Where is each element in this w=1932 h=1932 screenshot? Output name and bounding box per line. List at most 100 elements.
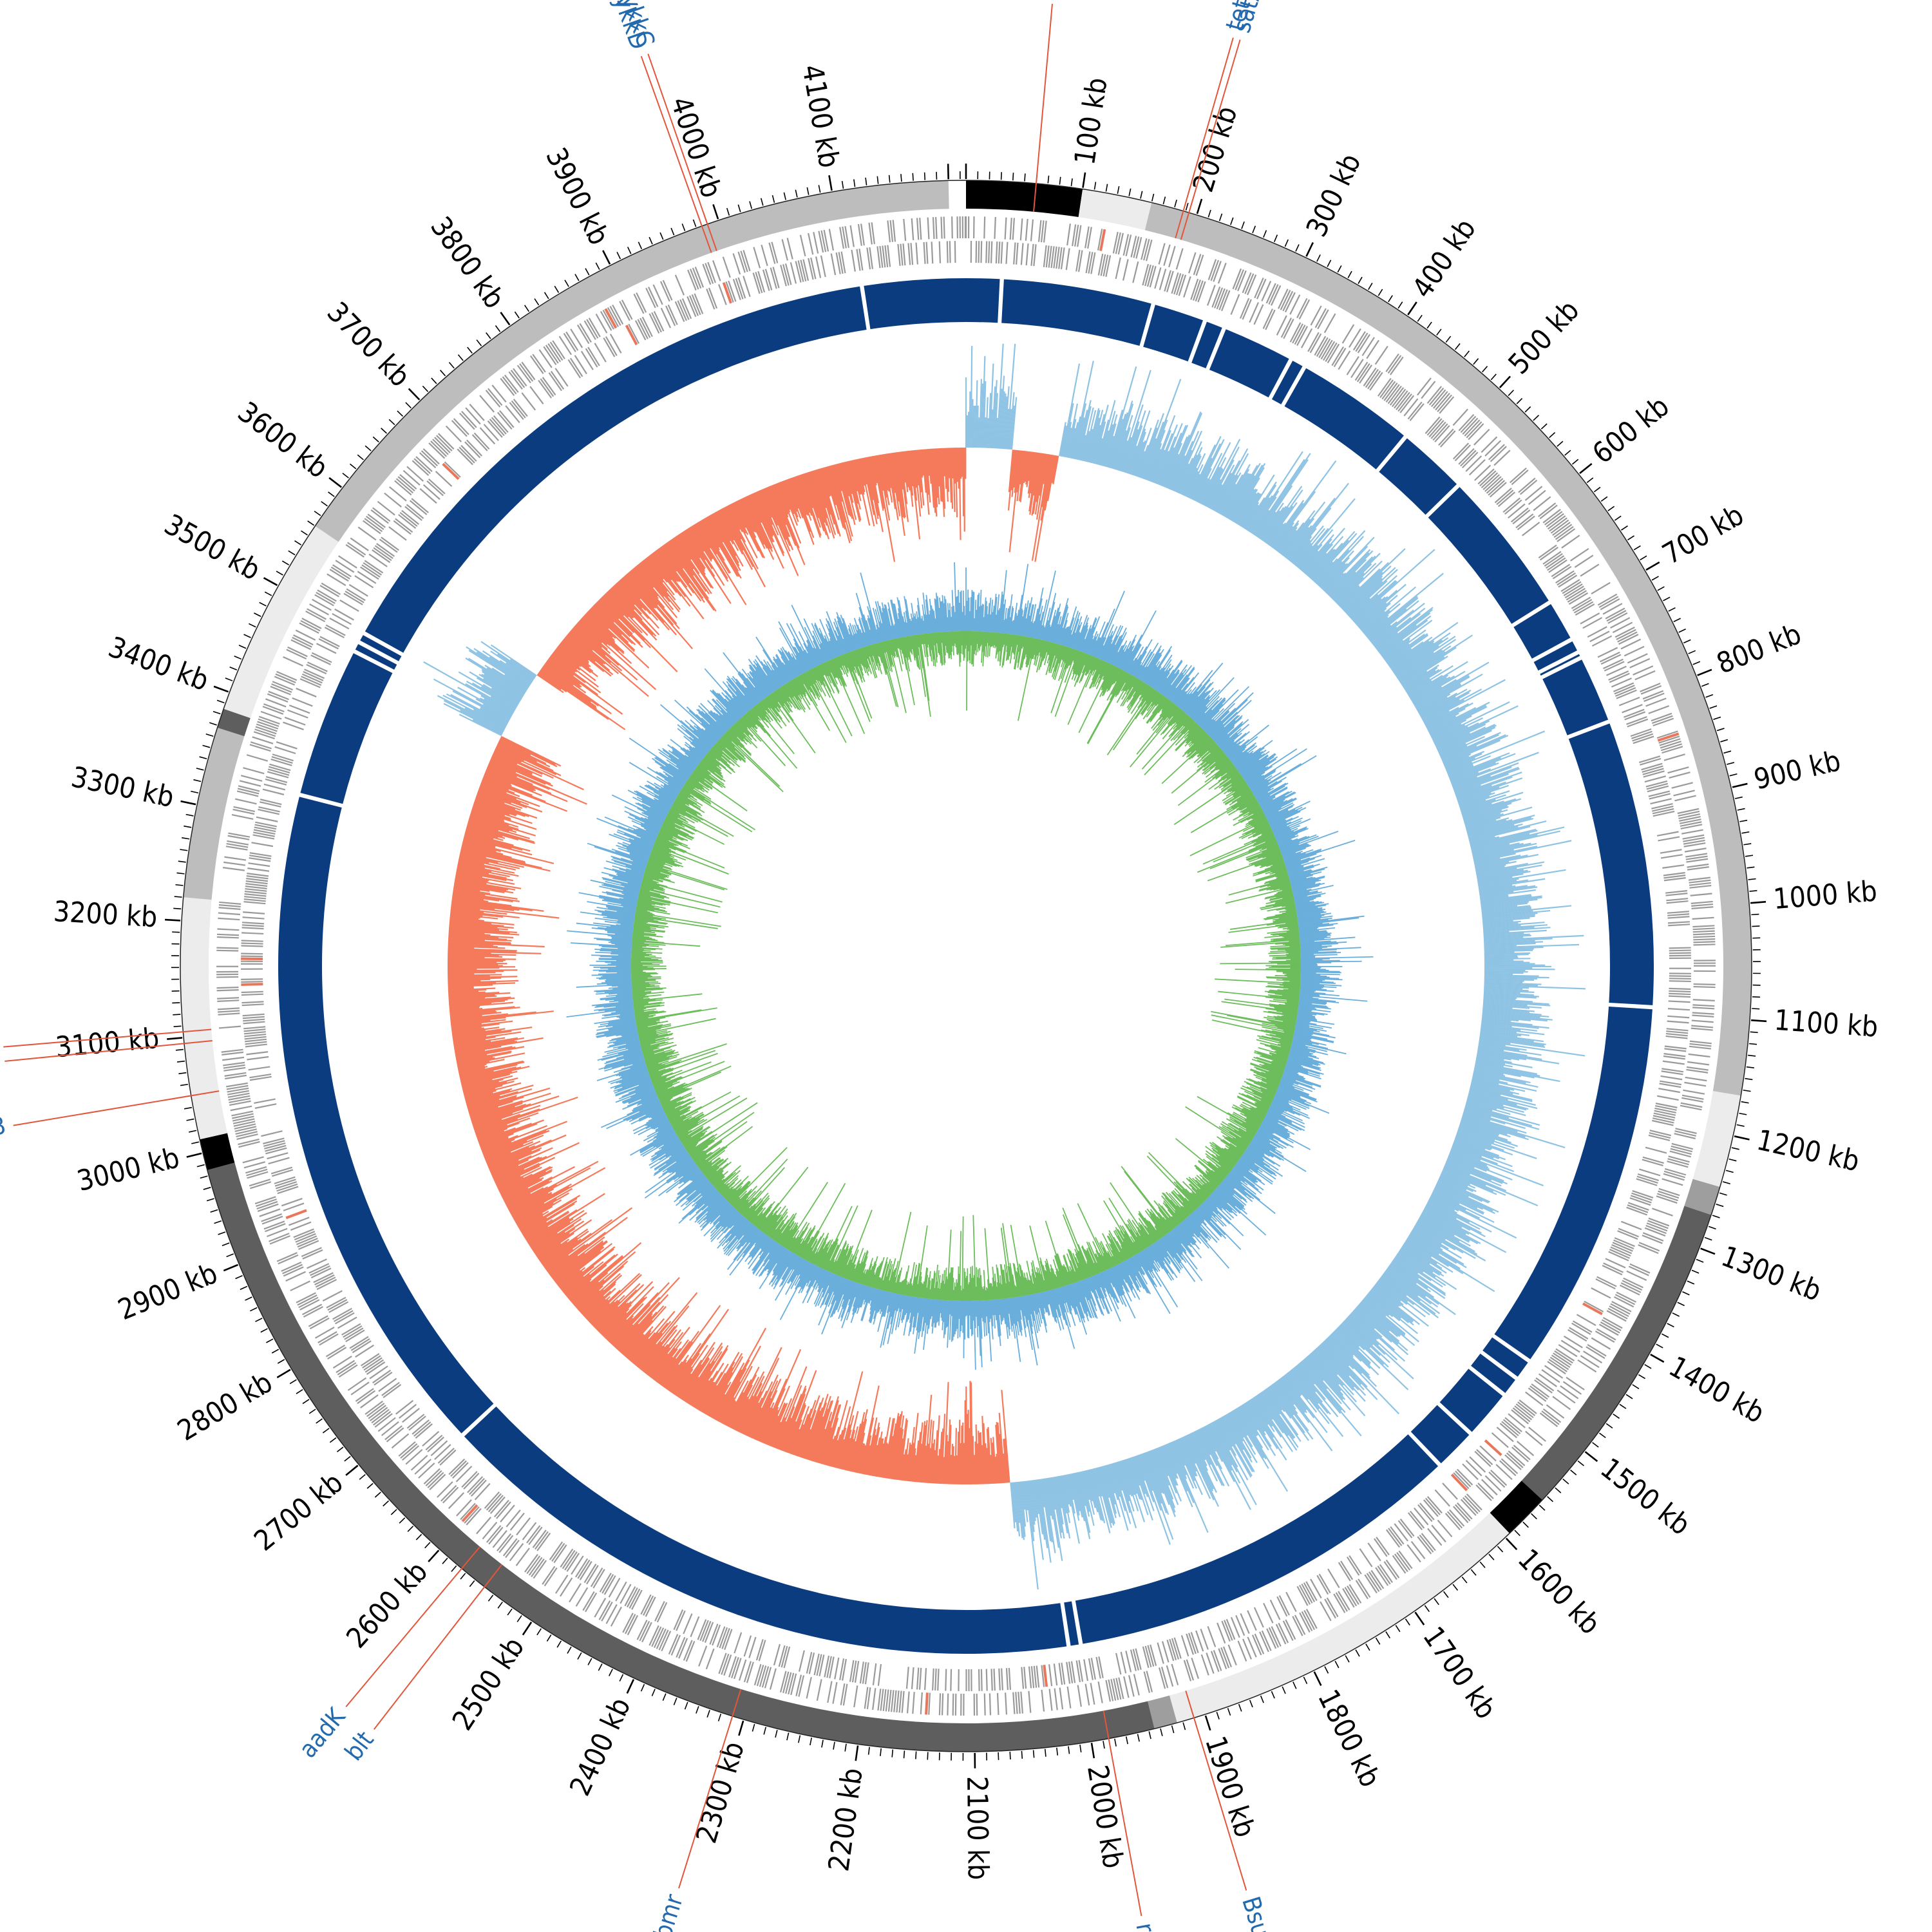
gene-feature xyxy=(476,1517,491,1535)
gc-skew-bar xyxy=(1141,438,1157,479)
gene-feature xyxy=(516,365,531,384)
gene-feature xyxy=(1589,630,1610,643)
gene-feature xyxy=(1462,1497,1479,1515)
gene-feature xyxy=(1648,1217,1670,1227)
gene-feature xyxy=(410,1455,428,1471)
gc-skew-bar xyxy=(448,971,496,974)
gene-feature xyxy=(244,1033,267,1037)
gc-skew-bar xyxy=(1482,920,1513,924)
gene-feature xyxy=(299,1299,320,1311)
gc-skew-bar xyxy=(1417,673,1483,712)
gc-skew-bar xyxy=(1466,1101,1511,1115)
gc-skew-bar xyxy=(1033,1479,1039,1514)
gc-skew-bar xyxy=(1195,1430,1224,1486)
gene-feature xyxy=(272,681,293,691)
gc-skew-bar xyxy=(1302,1359,1328,1390)
gene-feature xyxy=(314,1326,335,1339)
gene-feature xyxy=(1359,365,1373,384)
gc-skew-bar xyxy=(1025,1481,1039,1590)
gene-feature xyxy=(245,883,268,887)
gene-feature xyxy=(222,867,245,871)
gc-skew-bar xyxy=(1282,1376,1315,1419)
gene-feature xyxy=(1671,1142,1694,1150)
gene-feature xyxy=(366,1361,386,1375)
gc-skew-bar xyxy=(1479,884,1513,891)
gene-feature xyxy=(1465,1459,1482,1477)
gc-skew-bar xyxy=(1416,684,1462,711)
gc-skew-bar xyxy=(1103,423,1117,467)
gene-feature xyxy=(1399,1519,1415,1537)
blast-hit-block xyxy=(278,797,494,1434)
gc-skew-bar xyxy=(1451,768,1492,785)
gc-skew-bar xyxy=(1151,450,1166,483)
gene-feature xyxy=(437,1481,453,1498)
gene-feature xyxy=(1658,1190,1680,1199)
gene-feature xyxy=(270,1166,293,1175)
gene-feature xyxy=(709,1624,719,1645)
gene-feature xyxy=(1025,218,1028,241)
gc-skew-bar xyxy=(1165,436,1188,488)
gene-feature xyxy=(768,242,776,264)
gene-feature xyxy=(1674,795,1696,802)
gc-skew-bar xyxy=(1460,1121,1500,1135)
gc-skew-bar xyxy=(1388,1265,1456,1316)
gc-skew-bar xyxy=(1007,450,1015,511)
gc-skew-bar xyxy=(1124,1459,1138,1494)
gc-skew-bar xyxy=(1394,645,1439,676)
gene-feature xyxy=(1584,1300,1604,1312)
gene-feature xyxy=(1265,309,1276,330)
gc-skew-bar xyxy=(1384,1271,1419,1297)
gc-skew-bar xyxy=(1286,1372,1309,1400)
gene-feature xyxy=(1446,1511,1463,1529)
gene-feature xyxy=(1376,1537,1390,1556)
gene-feature xyxy=(624,1586,636,1607)
gene-feature xyxy=(263,1220,285,1230)
gc-skew-bar xyxy=(1405,1240,1432,1258)
gc-skew-bar xyxy=(1443,739,1501,765)
gene-feature xyxy=(1689,1043,1712,1047)
gene-feature xyxy=(1512,1407,1531,1423)
gene-feature xyxy=(816,1679,822,1701)
gene-feature xyxy=(1580,1355,1600,1368)
gene-feature xyxy=(274,746,296,755)
gc-skew-bar xyxy=(975,380,978,448)
gene-feature xyxy=(1689,879,1711,884)
gene-feature xyxy=(1689,884,1712,889)
gc-skew-bar xyxy=(1482,1012,1553,1021)
gene-feature xyxy=(839,227,844,249)
gc-skew-bar xyxy=(1416,1221,1486,1262)
gc-skew-bar xyxy=(1391,640,1435,671)
gc-skew-bar xyxy=(1332,1332,1362,1362)
gene-feature xyxy=(1030,219,1034,242)
gc-skew-bar xyxy=(1200,1428,1223,1470)
gene-feature xyxy=(748,1636,757,1658)
gene-feature xyxy=(1303,1582,1316,1602)
gc-skew-bar xyxy=(1063,1475,1070,1505)
gc-skew-bar xyxy=(1309,1353,1366,1417)
gene-feature xyxy=(217,1007,240,1010)
gene-feature xyxy=(1217,1622,1226,1644)
gc-skew-bar xyxy=(1085,1470,1096,1508)
gene-feature xyxy=(1693,983,1716,985)
gc-skew-bar xyxy=(1478,1042,1527,1051)
gene-feature xyxy=(283,1266,304,1277)
gene-feature xyxy=(758,1640,766,1662)
gene-feature xyxy=(242,1156,264,1164)
gc-skew-bar xyxy=(1257,511,1276,538)
gene-feature xyxy=(269,1235,290,1245)
gc-skew-bar xyxy=(1384,629,1426,661)
gc-skew-bar xyxy=(1337,1327,1381,1369)
gc-skew-bar xyxy=(1086,1470,1099,1513)
gc-skew-bar xyxy=(1437,724,1497,753)
gc-skew-bar xyxy=(1117,440,1128,471)
gc-skew-bar xyxy=(1368,1291,1402,1319)
gene-feature xyxy=(269,1233,290,1242)
gene-feature xyxy=(1021,1667,1025,1689)
gc-skew-bar xyxy=(1253,459,1305,536)
gene-feature xyxy=(676,1610,686,1631)
gene-feature xyxy=(759,1665,767,1687)
gene-feature xyxy=(1166,1665,1174,1687)
gc-skew-bar xyxy=(1463,1110,1526,1130)
gene-feature xyxy=(1501,1458,1519,1475)
gene-feature xyxy=(432,439,449,455)
